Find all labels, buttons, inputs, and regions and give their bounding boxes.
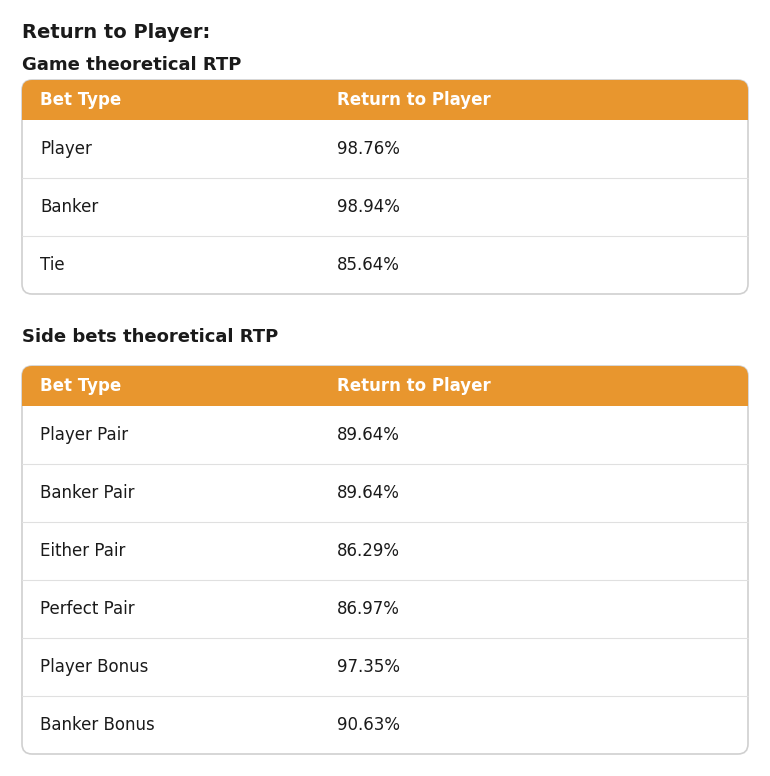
Text: Side bets theoretical RTP: Side bets theoretical RTP	[22, 328, 278, 346]
Text: Banker Bonus: Banker Bonus	[40, 716, 155, 734]
FancyBboxPatch shape	[22, 80, 748, 294]
FancyBboxPatch shape	[22, 366, 748, 754]
Text: Banker: Banker	[40, 198, 99, 216]
Text: 89.64%: 89.64%	[337, 426, 400, 444]
Text: 98.94%: 98.94%	[337, 198, 400, 216]
Text: Game theoretical RTP: Game theoretical RTP	[22, 56, 241, 74]
Text: Bet Type: Bet Type	[40, 377, 121, 395]
Text: 90.63%: 90.63%	[337, 716, 400, 734]
Text: Banker Pair: Banker Pair	[40, 484, 135, 502]
Bar	[22, 100, 748, 120]
Text: Player Pair: Player Pair	[40, 426, 128, 444]
Text: Tie: Tie	[40, 256, 65, 274]
Text: Return to Player: Return to Player	[337, 91, 490, 109]
Text: Return to Player:: Return to Player:	[22, 23, 210, 41]
Bar	[22, 386, 748, 406]
Text: 86.29%: 86.29%	[337, 542, 400, 560]
Text: Player Bonus: Player Bonus	[40, 658, 149, 676]
Text: 97.35%: 97.35%	[337, 658, 400, 676]
Text: Perfect Pair: Perfect Pair	[40, 600, 135, 618]
Text: Player: Player	[40, 140, 92, 158]
FancyBboxPatch shape	[22, 366, 748, 406]
Text: 86.97%: 86.97%	[337, 600, 400, 618]
Text: 98.76%: 98.76%	[337, 140, 400, 158]
Text: 89.64%: 89.64%	[337, 484, 400, 502]
Text: Return to Player: Return to Player	[337, 377, 490, 395]
FancyBboxPatch shape	[22, 80, 748, 120]
Text: Bet Type: Bet Type	[40, 91, 121, 109]
Text: 85.64%: 85.64%	[337, 256, 400, 274]
Text: Either Pair: Either Pair	[40, 542, 126, 560]
